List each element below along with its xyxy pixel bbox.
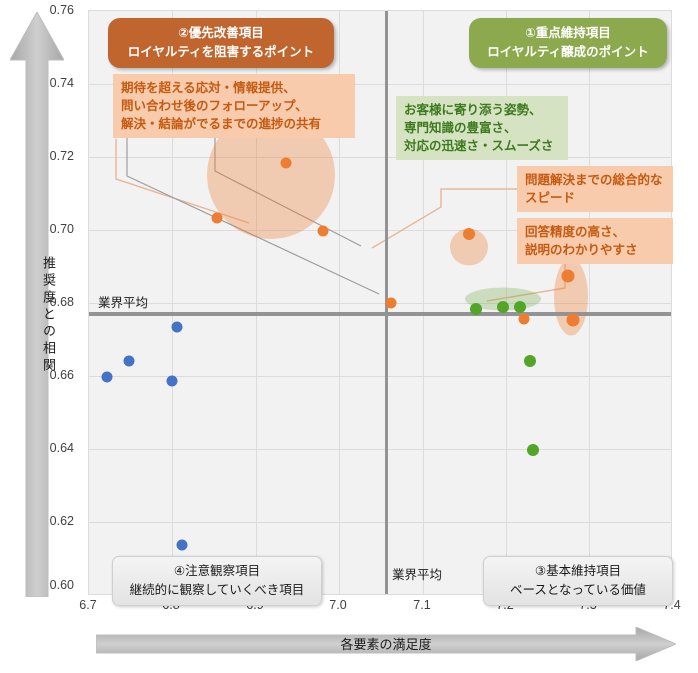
data-point-green-2[interactable] bbox=[497, 301, 509, 313]
gridline-h-0.62 bbox=[89, 522, 671, 523]
data-point-orange-1[interactable] bbox=[211, 212, 223, 224]
quadrant-label-bottom-right: ③基本維持項目 ベースとなっている価値 bbox=[483, 556, 673, 606]
data-point-orange-8[interactable] bbox=[566, 313, 580, 327]
quadrant-bottom-left-desc: 継続的に観察していくべき項目 bbox=[129, 583, 305, 597]
quadrant-top-left-number: ②優先改善項目 bbox=[178, 26, 264, 40]
x-tick-7.0: 7.0 bbox=[329, 598, 347, 612]
callout-speed: 問題解決までの総合的な スピード bbox=[517, 166, 673, 212]
callout-accuracy: 回答精度の高さ、 説明のわかりやすさ bbox=[517, 218, 673, 264]
data-point-green-5[interactable] bbox=[527, 444, 539, 456]
y-tick-0.68: 0.68 bbox=[49, 295, 74, 309]
callout-improve: 期待を超える応対・情報提供、 問い合わせ後のフォローアップ、 解決・結論がでるま… bbox=[113, 74, 355, 138]
callout-speed-line-1: 問題解決までの総合的な bbox=[525, 173, 663, 187]
data-point-orange-4[interactable] bbox=[385, 297, 397, 309]
callout-maintain-line-3: 対応の迅速さ・スムーズさ bbox=[404, 139, 554, 153]
data-point-orange-5[interactable] bbox=[463, 228, 475, 240]
y-tick-0.72: 0.72 bbox=[49, 149, 74, 163]
gridline-h-0.68 bbox=[89, 303, 671, 304]
data-point-orange-6[interactable] bbox=[518, 313, 530, 325]
quadrant-bottom-right-desc: ベースとなっている価値 bbox=[510, 583, 646, 597]
y-tick-0.62: 0.62 bbox=[49, 514, 74, 528]
y-tick-0.60: 0.60 bbox=[49, 578, 74, 592]
quadrant-label-top-right: ①重点維持項目 ロイヤルティ醸成のポイント bbox=[469, 18, 667, 68]
quadrant-label-bottom-left: ④注意観察項目 継続的に観察していくべき項目 bbox=[112, 556, 322, 606]
y-tick-0.74: 0.74 bbox=[49, 76, 74, 90]
quadrant-top-left-desc: ロイヤルティを阻害するポイント bbox=[127, 45, 315, 59]
x-tick-7.1: 7.1 bbox=[413, 598, 431, 612]
plot-area: 業界平均 業界平均 期待を超える応対・情報提供、 問い合わせ後のフォローアップ、… bbox=[88, 10, 673, 606]
data-point-blue-1[interactable] bbox=[101, 371, 113, 383]
gridline-h-0.74 bbox=[89, 84, 671, 85]
data-point-green-4[interactable] bbox=[524, 355, 536, 367]
quadrant-label-top-left: ②優先改善項目 ロイヤルティを阻害するポイント bbox=[108, 18, 334, 68]
y-tick-0.66: 0.66 bbox=[49, 368, 74, 382]
quadrant-top-right-number: ①重点維持項目 bbox=[525, 26, 611, 40]
quadrant-bottom-left-number: ④注意観察項目 bbox=[173, 564, 261, 578]
y-tick-0.64: 0.64 bbox=[49, 441, 74, 455]
x-tick-6.7: 6.7 bbox=[79, 598, 97, 612]
data-point-orange-2[interactable] bbox=[280, 157, 292, 169]
callout-accuracy-line-1: 回答精度の高さ、 bbox=[525, 225, 626, 239]
gridline-v-6.9 bbox=[256, 11, 257, 594]
y-axis-title: 推奨度との相関 bbox=[41, 255, 56, 375]
y-axis-arrow bbox=[10, 12, 64, 597]
gridline-h-0.64 bbox=[89, 449, 671, 450]
gridline-h-0.72 bbox=[89, 157, 671, 158]
gridline-v-7.1 bbox=[423, 11, 424, 594]
gridline-v-7.0 bbox=[339, 11, 340, 594]
data-point-orange-7[interactable] bbox=[561, 269, 575, 283]
callout-accuracy-line-2: 説明のわかりやすさ bbox=[525, 243, 638, 257]
x-axis-title: 各要素の満足度 bbox=[340, 637, 432, 652]
quadrant-top-right-desc: ロイヤルティ醸成のポイント bbox=[487, 45, 649, 59]
callout-improve-line-3: 解決・結論がでるまでの進捗の共有 bbox=[121, 117, 322, 131]
callout-improve-line-1: 期待を超える応対・情報提供、 bbox=[121, 81, 296, 95]
y-axis-ticks: 0.76 0.74 0.72 0.70 0.68 0.66 0.64 0.62 … bbox=[0, 0, 82, 592]
callout-speed-line-2: スピード bbox=[525, 191, 576, 205]
data-point-blue-2[interactable] bbox=[123, 355, 135, 367]
callout-maintain-box: お客様に寄り添う姿勢、 専門知識の豊富さ、 対応の迅速さ・スムーズさ bbox=[396, 96, 568, 160]
data-point-orange-3[interactable] bbox=[317, 225, 329, 237]
data-point-blue-3[interactable] bbox=[166, 375, 178, 387]
data-point-blue-4[interactable] bbox=[171, 321, 183, 333]
industry-average-line-horizontal bbox=[89, 312, 671, 316]
data-point-green-3[interactable] bbox=[514, 301, 526, 313]
data-point-blue-5[interactable] bbox=[176, 539, 188, 551]
y-tick-0.70: 0.70 bbox=[49, 222, 74, 236]
industry-average-label-vertical: 業界平均 bbox=[392, 568, 443, 582]
gridline-h-0.66 bbox=[89, 376, 671, 377]
x-axis-arrow bbox=[96, 627, 676, 661]
callout-maintain-line-1: お客様に寄り添う姿勢、 bbox=[404, 103, 542, 117]
gridline-v-7.3 bbox=[589, 11, 590, 594]
industry-average-label-horizontal: 業界平均 bbox=[98, 296, 149, 310]
y-tick-0.76: 0.76 bbox=[49, 3, 74, 17]
gridline-v-6.8 bbox=[172, 11, 173, 594]
data-point-green-1[interactable] bbox=[470, 303, 482, 315]
quadrant-bottom-right-number: ③基本維持項目 bbox=[534, 564, 622, 578]
callout-improve-line-2: 問い合わせ後のフォローアップ、 bbox=[121, 99, 308, 113]
callout-maintain-line-2: 専門知識の豊富さ、 bbox=[404, 121, 517, 135]
